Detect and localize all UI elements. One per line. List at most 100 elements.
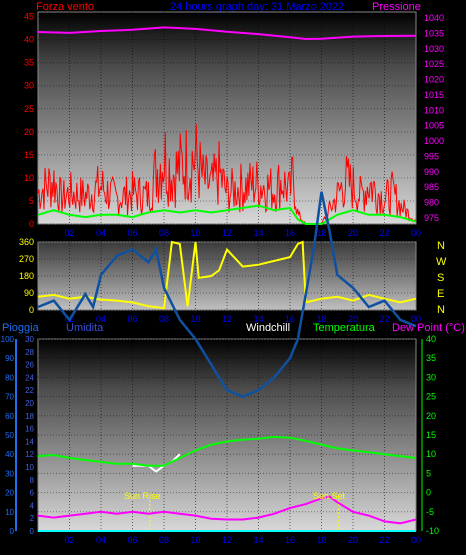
y-tick-label-pressure: 1020 (424, 75, 444, 85)
y-tick-label-pressure: 980 (424, 197, 439, 207)
y-tick-label-temperature: -5 (426, 507, 434, 517)
y-tick-label-rain: 100 (1, 335, 15, 344)
compass-w: W (436, 256, 447, 268)
y-tick-label-temperature: 20 (426, 411, 436, 421)
y-tick-label-temperature: 30 (426, 372, 436, 382)
x-tick-label: 00 (411, 314, 421, 324)
y-tick-label-temperature: 10 (426, 449, 436, 459)
y-tick-label-pressure: 995 (424, 151, 439, 161)
y-tick-label-rain: 0 (10, 527, 15, 536)
x-tick-label: 22 (379, 228, 389, 238)
x-tick-label: 08 (159, 314, 169, 324)
x-tick-label: 06 (127, 535, 137, 545)
y-tick-label-rain: 60 (5, 412, 14, 421)
y-tick-label-temperature: -10 (426, 526, 439, 536)
y-tick-label-temperature: 0 (426, 488, 431, 498)
y-tick-label-rain: 40 (5, 450, 14, 459)
y-tick-label-pressure: 1025 (424, 59, 444, 69)
series-humidity (37, 191, 417, 398)
windchill-label: Windchill (246, 322, 290, 334)
y-tick-label-humidity: 14 (25, 437, 34, 446)
x-tick-label: 10 (190, 228, 200, 238)
y-tick-label-rain: 90 (5, 354, 14, 363)
x-tick-label: 18 (316, 535, 326, 545)
y-tick-label-pressure: 975 (424, 213, 439, 223)
series-layer (37, 26, 417, 532)
y-tick-label-humidity: 28 (25, 348, 34, 357)
x-tick-label: 18 (316, 314, 326, 324)
x-tick-label: 02 (64, 228, 74, 238)
y-tick-label-humidity: 6 (30, 489, 35, 498)
x-tick-label: 14 (253, 228, 263, 238)
x-tick-label: 08 (159, 535, 169, 545)
x-tick-label: 04 (96, 228, 106, 238)
y-tick-label-humidity: 24 (25, 373, 34, 382)
grid-layer (38, 12, 416, 532)
y-tick-label-pressure: 1040 (424, 13, 444, 23)
series-dew-point (37, 495, 417, 525)
temperature-label: Temperatura (313, 322, 376, 334)
x-tick-label: 14 (253, 535, 263, 545)
y-tick-label-rain: 70 (5, 393, 14, 402)
y-tick-label-temperature: 15 (426, 430, 436, 440)
y-tick-label-direction: 90 (24, 288, 34, 298)
compass-e: E (437, 288, 444, 300)
x-tick-label: 18 (316, 228, 326, 238)
y-tick-label-wind: 25 (24, 104, 34, 114)
y-tick-label-pressure: 1015 (424, 90, 444, 100)
series-pressure (37, 26, 417, 41)
y-tick-label-humidity: 22 (25, 386, 34, 395)
humidity-label: Umidita (66, 322, 104, 334)
y-tick-label-rain: 50 (5, 431, 14, 440)
y-tick-label-temperature: 40 (426, 334, 436, 344)
dewpoint-label: Dew Point (°C) (392, 322, 465, 334)
y-tick-label-temperature: 5 (426, 468, 431, 478)
pressure-label: Pressione (372, 1, 421, 13)
y-tick-label-humidity: 0 (30, 527, 35, 536)
y-tick-label-rain: 10 (5, 508, 14, 517)
y-tick-label-humidity: 30 (25, 335, 34, 344)
x-tick-label: 14 (253, 314, 263, 324)
x-tick-label: 12 (222, 314, 232, 324)
compass-labels: N W S E N (436, 240, 447, 316)
y-tick-label-pressure: 1035 (424, 29, 444, 39)
rain-label: Pioggia (2, 322, 40, 334)
x-tick-label: 10 (190, 535, 200, 545)
x-tick-label: 00 (411, 228, 421, 238)
y-tick-label-direction: 0 (29, 305, 34, 315)
y-tick-label-pressure: 985 (424, 182, 439, 192)
x-tick-label: 04 (96, 535, 106, 545)
x-tick-label: 20 (348, 535, 358, 545)
y-tick-label-wind: 10 (24, 173, 34, 183)
y-tick-label-temperature: 25 (426, 392, 436, 402)
x-tick-label: 20 (348, 228, 358, 238)
y-tick-label-humidity: 8 (30, 476, 35, 485)
y-tick-label-pressure: 990 (424, 167, 439, 177)
series-wind-direction (37, 240, 417, 310)
y-tick-label-humidity: 26 (25, 361, 34, 370)
series-temperature (37, 435, 417, 467)
y-tick-label-rain: 20 (5, 489, 14, 498)
sun-rise-label: Sun Rise (124, 491, 161, 501)
y-tick-label-humidity: 2 (30, 514, 35, 523)
y-tick-label-pressure: 1005 (424, 121, 444, 131)
x-tick-label: 16 (285, 535, 295, 545)
compass-n-top: N (437, 240, 445, 252)
y-tick-label-humidity: 12 (25, 450, 34, 459)
y-tick-label-direction: 360 (19, 237, 34, 247)
y-tick-label-rain: 30 (5, 469, 14, 478)
y-tick-label-wind: 35 (24, 58, 34, 68)
y-tick-label-rain: 80 (5, 373, 14, 382)
y-tick-label-direction: 270 (19, 254, 34, 264)
y-tick-label-wind: 0 (29, 219, 34, 229)
sun-set-label: Sun Set (313, 491, 346, 501)
y-tick-label-humidity: 16 (25, 425, 34, 434)
y-tick-label-pressure: 1030 (424, 44, 444, 54)
x-tick-label: 12 (222, 535, 232, 545)
y-tick-label-pressure: 1000 (424, 136, 444, 146)
compass-s: S (437, 272, 444, 284)
y-tick-label-humidity: 20 (25, 399, 34, 408)
x-tick-label: 22 (379, 535, 389, 545)
y-tick-label-wind: 40 (24, 35, 34, 45)
